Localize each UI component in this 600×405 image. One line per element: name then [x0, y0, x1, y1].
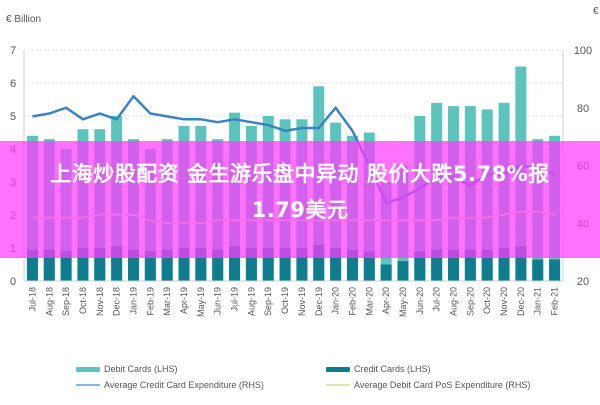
x-axis-tick-label: Sep-20: [465, 287, 475, 316]
right-axis-unit-label: €: [593, 6, 599, 17]
x-axis-tick-label: Jun-20: [415, 287, 425, 315]
left-axis-tick-label: 0: [10, 276, 16, 288]
x-axis-tick-label: Mar-19: [162, 287, 172, 316]
x-axis-tick-label: Sep-19: [263, 287, 273, 316]
x-axis-tick-label: Sep-18: [61, 287, 71, 316]
credit-card-bar: [448, 249, 460, 281]
x-axis-tick-label: Feb-21: [550, 287, 560, 316]
legend-item-avg-debit-pos-expenditure: Average Debit Card PoS Expenditure (RHS): [326, 380, 530, 390]
legend-item-credit-cards: Credit Cards (LHS): [326, 364, 431, 374]
x-axis-tick-label: Jul-19: [230, 287, 240, 312]
x-axis-tick-label: Jan-21: [533, 287, 543, 315]
credit-card-bar: [229, 246, 241, 281]
credit-card-bar: [498, 248, 510, 281]
left-axis-tick-label: 5: [10, 111, 16, 123]
x-axis-tick-label: Dec-20: [516, 287, 526, 316]
credit-card-bar: [77, 248, 89, 281]
overlay-headline-line-2: 1.79美元: [251, 198, 349, 222]
legend-swatch-debit: [76, 366, 100, 372]
credit-card-bar: [212, 249, 224, 281]
right-axis-tick-label: 20: [577, 276, 589, 288]
credit-card-bar: [397, 261, 409, 281]
overlay-banner: [0, 141, 600, 258]
credit-card-bar: [178, 248, 190, 281]
credit-card-bar: [313, 244, 325, 281]
legend-swatch-debit-line: [326, 384, 350, 386]
chart-legend: Debit Cards (LHS) Credit Cards (LHS) Ave…: [0, 360, 600, 400]
x-axis-tick-label: Nov-20: [499, 287, 509, 316]
legend-swatch-credit: [326, 366, 350, 372]
x-axis-tick-label: Jan-19: [128, 287, 138, 315]
x-axis-tick-label: Jun-19: [213, 287, 223, 315]
credit-card-bar: [330, 248, 342, 281]
credit-card-bar: [195, 248, 207, 281]
x-axis-tick-label: Feb-19: [145, 287, 155, 316]
credit-card-bar: [262, 248, 274, 281]
credit-card-bar: [111, 246, 123, 281]
x-axis-tick-label: Mar-20: [364, 287, 374, 316]
legend-swatch-credit-line: [76, 384, 100, 386]
credit-card-bar: [515, 246, 527, 281]
x-axis-tick-label: Aug-19: [246, 287, 256, 316]
x-axis-tick-label: May-20: [398, 287, 408, 317]
credit-card-bar: [431, 249, 443, 281]
x-axis-tick-label: May-19: [196, 287, 206, 317]
credit-card-bar: [26, 249, 38, 281]
x-axis-tick-label: Dec-19: [314, 287, 324, 316]
x-axis-tick-label: Oct-18: [78, 287, 88, 314]
x-axis-tick-label: Dec-18: [112, 287, 122, 316]
x-axis-tick-label: Oct-20: [482, 287, 492, 314]
credit-card-bar: [161, 249, 173, 281]
credit-card-bar: [144, 251, 156, 281]
credit-card-bar: [346, 249, 358, 281]
x-axis-tick-label: Nov-18: [95, 287, 105, 316]
x-axis-tick-label: Nov-19: [297, 287, 307, 316]
legend-label: Credit Cards (LHS): [354, 364, 431, 374]
legend-item-avg-credit-expenditure: Average Credit Card Expenditure (RHS): [76, 380, 264, 390]
credit-card-bar: [127, 249, 139, 281]
x-axis-tick-label: Jul-20: [432, 287, 442, 312]
legend-label: Average Credit Card Expenditure (RHS): [104, 380, 264, 390]
credit-card-bar: [481, 249, 493, 281]
credit-card-bar: [414, 251, 426, 281]
right-axis-tick-label: 100: [574, 45, 592, 57]
credit-card-bar: [245, 248, 257, 281]
credit-card-bar: [94, 248, 106, 281]
x-axis-tick-label: Feb-20: [347, 287, 357, 316]
x-axis-tick-label: Oct-19: [280, 287, 290, 314]
right-axis-tick-label: 80: [577, 103, 589, 115]
overlay-headline-line-1: 上海炒股配资 金生游乐盘中异动 股价大跌5.78%报: [50, 162, 550, 186]
credit-card-bar: [532, 259, 544, 281]
left-axis-unit-label: € Billion: [6, 14, 41, 25]
left-axis-tick-label: 6: [10, 78, 16, 90]
credit-card-bar: [363, 251, 375, 281]
credit-card-bar: [464, 249, 476, 281]
legend-label: Average Debit Card PoS Expenditure (RHS): [354, 380, 531, 390]
credit-card-bar: [380, 264, 392, 281]
x-axis-tick-label: Aug-20: [449, 287, 459, 316]
x-axis-tick-label: Apr-19: [179, 287, 189, 314]
legend-item-debit-cards: Debit Cards (LHS): [76, 364, 178, 374]
credit-card-bar: [60, 251, 72, 281]
credit-card-bar: [549, 259, 561, 281]
credit-card-bar: [279, 248, 291, 281]
legend-label: Debit Cards (LHS): [104, 364, 178, 374]
credit-card-bar: [43, 249, 55, 281]
overlay-headline: 上海炒股配资 金生游乐盘中异动 股价大跌5.78%报 1.79美元: [0, 156, 600, 228]
x-axis-tick-label: Jul-18: [27, 287, 37, 312]
left-axis-tick-label: 7: [10, 45, 16, 57]
x-axis-tick-label: Apr-20: [381, 287, 391, 314]
x-axis: Jul-18 Aug-18 Sep-18 Oct-18 Nov-18 Dec-18 Jan-…: [24, 280, 563, 317]
x-axis-tick-label: Aug-18: [44, 287, 54, 316]
credit-card-bar: [296, 248, 308, 281]
x-axis-tick-label: Jan-20: [331, 287, 341, 315]
